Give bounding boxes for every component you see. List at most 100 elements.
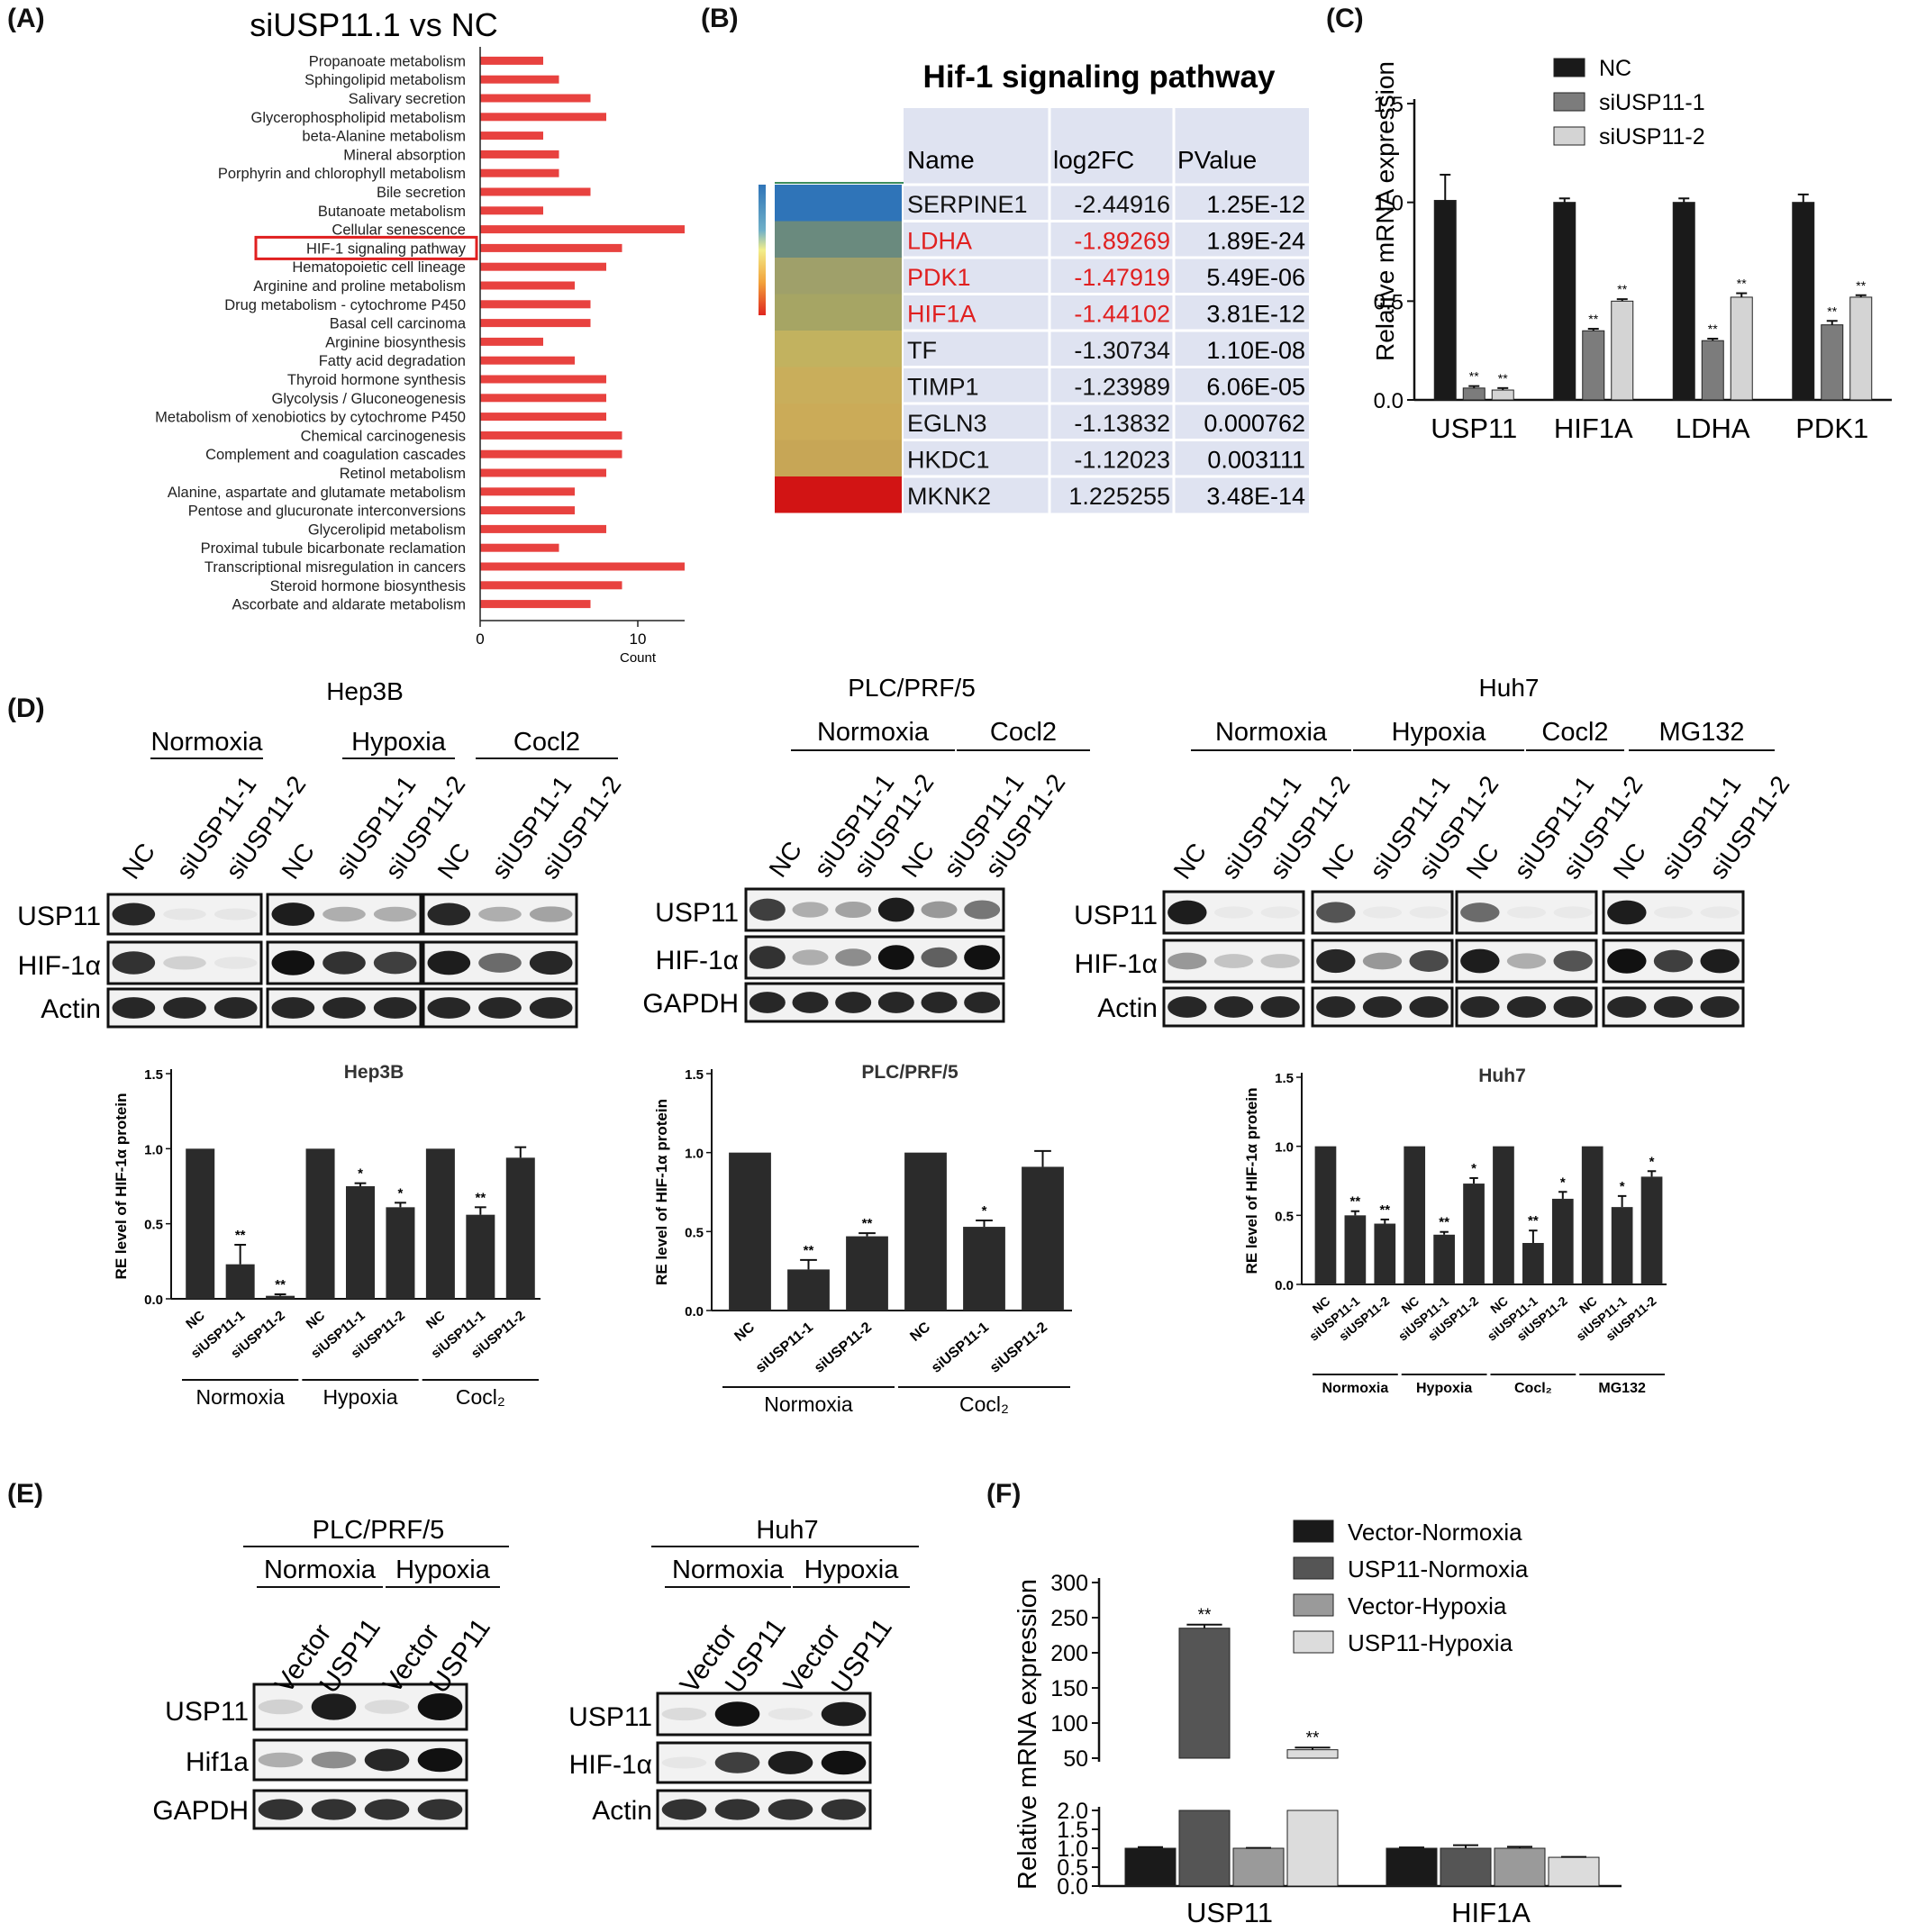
- significance-mark: **: [1350, 1194, 1361, 1210]
- y-tick-label: 0.0: [1057, 1874, 1088, 1900]
- x-category-label: NC: [183, 1308, 208, 1332]
- bar: [1582, 330, 1605, 401]
- condition-label: MG132: [1658, 718, 1744, 747]
- group-label: Normoxia: [195, 1385, 285, 1409]
- band: [964, 992, 1001, 1013]
- bar: [480, 300, 591, 309]
- x-category-label: NC: [907, 1320, 933, 1345]
- pvalue-value: 5.49E-06: [1206, 264, 1305, 291]
- bar: [1404, 1146, 1426, 1284]
- bar: [305, 1148, 335, 1299]
- legend-swatch: [1293, 1556, 1334, 1580]
- bar: [1386, 1847, 1438, 1887]
- legend-swatch: [1553, 58, 1585, 77]
- band: [1460, 996, 1500, 1018]
- blot-row-label: Actin: [592, 1796, 652, 1826]
- band: [214, 997, 258, 1019]
- category-label: Fatty acid degradation: [319, 353, 466, 369]
- y-tick-label: 300: [1050, 1571, 1088, 1596]
- gene-name: LDHA: [907, 228, 972, 255]
- bar: [1553, 202, 1576, 401]
- band: [1409, 906, 1449, 919]
- x-category-label: siUSP11-2: [987, 1320, 1050, 1376]
- category-label: Butanoate metabolism: [318, 204, 466, 220]
- y-axis-label: Relative mRNA expression: [1013, 1579, 1042, 1890]
- band: [835, 948, 872, 966]
- group-label: Normoxia: [1322, 1381, 1388, 1396]
- band: [1607, 996, 1647, 1018]
- y-tick-label: 1.5: [1057, 1818, 1088, 1843]
- band: [478, 953, 522, 973]
- bar: [480, 113, 606, 122]
- bar: [480, 449, 622, 458]
- band: [1213, 906, 1254, 919]
- panel-label-b: (B): [701, 4, 739, 33]
- condition-label: Hypoxia: [1392, 718, 1487, 747]
- bar: [480, 281, 575, 290]
- blot-row-label: Actin: [1097, 993, 1158, 1023]
- bar: [480, 337, 543, 346]
- band: [1506, 953, 1547, 969]
- band: [1316, 948, 1356, 974]
- log2fc-value: -1.13832: [1074, 410, 1170, 437]
- significance-mark: **: [1528, 1213, 1539, 1229]
- band: [1362, 906, 1403, 919]
- blot-box: [1162, 890, 1305, 935]
- pvalue-value: 1.89E-24: [1206, 228, 1305, 255]
- table-b-title: Hif-1 signaling pathway: [923, 59, 1276, 95]
- x-tick-label: 0: [476, 630, 484, 648]
- band: [1607, 948, 1647, 974]
- band: [529, 997, 573, 1019]
- band: [311, 1799, 357, 1820]
- band: [1260, 906, 1300, 919]
- band: [714, 1752, 760, 1773]
- lane-label: NC: [117, 839, 161, 884]
- band: [214, 908, 258, 921]
- bar: [480, 206, 543, 215]
- band: [1409, 950, 1449, 972]
- gene-name: TIMP1: [907, 374, 979, 401]
- blot-row-label: USP11: [568, 1702, 652, 1732]
- condition-label: Cocl2: [1541, 718, 1608, 747]
- significance-mark: **: [1856, 278, 1866, 293]
- y-tick-label: 1.0: [1374, 192, 1404, 216]
- legend-swatch: [1293, 1519, 1334, 1543]
- band: [1653, 996, 1694, 1018]
- band: [1316, 902, 1356, 923]
- band: [1167, 952, 1207, 970]
- band: [373, 951, 417, 975]
- table-header: PValue: [1177, 146, 1257, 174]
- y-tick-label: 0.5: [144, 1218, 163, 1233]
- band: [478, 906, 522, 922]
- gene-name: HIF1A: [907, 301, 977, 328]
- legend-label: NC: [1599, 56, 1631, 81]
- bar: [480, 375, 606, 384]
- heatmap-cell: [775, 258, 902, 295]
- panel-label-f: (F): [986, 1479, 1022, 1509]
- band: [258, 1799, 304, 1820]
- bar: [1286, 1810, 1339, 1887]
- bar: [963, 1227, 1005, 1311]
- blot-row-label: USP11: [165, 1697, 249, 1727]
- x-category-label: HIF1A: [1554, 413, 1633, 444]
- band: [768, 1708, 813, 1720]
- category-label: Porphyrin and chlorophyll metabolism: [218, 166, 466, 182]
- blot-row-label: HIF-1α: [656, 946, 739, 975]
- bar: [480, 225, 685, 234]
- highlight-box: [254, 235, 478, 260]
- heatmap-cell: [775, 221, 902, 258]
- bar: [266, 1295, 295, 1299]
- significance-mark: **: [1737, 277, 1747, 291]
- band: [427, 997, 471, 1019]
- heatmap-cell: [775, 185, 902, 222]
- bar: [480, 487, 575, 496]
- colorbar: [759, 185, 766, 315]
- panel-d-huh7-chart: 0.0 0.5 1.0 1.5 RE level of HIF-1α protein Hu…: [1243, 1066, 1667, 1396]
- bar: [1433, 1234, 1455, 1284]
- lane-label: NC: [764, 837, 808, 883]
- significance-mark: **: [1588, 312, 1598, 326]
- x-category-label: HIF1A: [1451, 1897, 1531, 1928]
- blot-row-label: USP11: [1074, 901, 1158, 930]
- bar: [480, 394, 606, 403]
- category-label: HIF-1 signaling pathway: [306, 240, 467, 257]
